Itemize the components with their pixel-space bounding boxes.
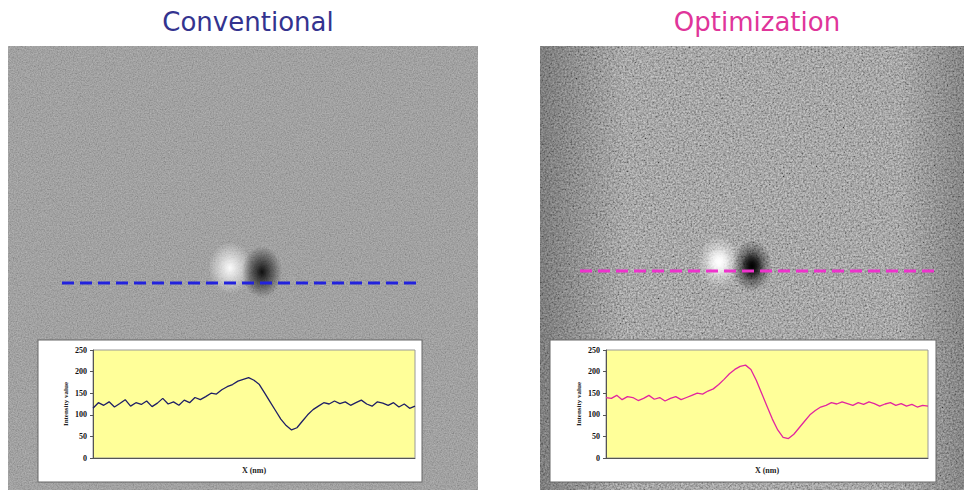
svg-text:150: 150 (75, 389, 87, 398)
svg-text:X (nm): X (nm) (755, 466, 780, 475)
svg-text:Intensity value: Intensity value (62, 382, 70, 426)
svg-text:250: 250 (588, 346, 600, 355)
svg-text:250: 250 (75, 346, 87, 355)
svg-text:X (nm): X (nm) (242, 466, 267, 475)
svg-text:50: 50 (592, 432, 600, 441)
svg-text:150: 150 (588, 389, 600, 398)
svg-text:0: 0 (83, 454, 87, 463)
svg-text:100: 100 (75, 410, 87, 419)
svg-text:Intensity value: Intensity value (575, 382, 583, 426)
svg-text:100: 100 (588, 410, 600, 419)
svg-text:50: 50 (79, 432, 87, 441)
svg-text:Conventional: Conventional (162, 7, 333, 37)
svg-text:Optimization: Optimization (674, 7, 840, 37)
svg-text:200: 200 (75, 367, 87, 376)
svg-text:200: 200 (588, 367, 600, 376)
svg-text:0: 0 (596, 454, 600, 463)
